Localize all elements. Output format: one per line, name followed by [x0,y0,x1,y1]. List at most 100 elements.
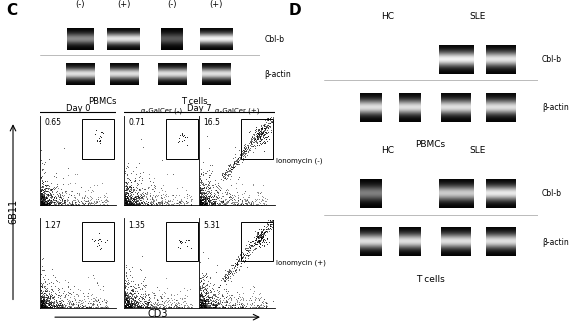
Point [123,187,132,192]
Point [221,200,230,205]
Point [57,202,66,207]
Point [43,200,53,205]
Point [238,255,247,260]
Point [143,186,152,191]
Point [198,198,207,203]
Point [127,303,136,308]
Point [255,304,264,309]
Point [209,302,218,307]
Point [153,284,162,290]
Point [160,194,169,199]
Point [198,293,208,299]
Point [36,202,46,207]
Point [125,202,135,207]
Point [121,198,131,204]
Point [258,232,268,237]
Point [121,305,130,310]
Point [198,304,208,309]
Point [197,304,206,309]
Point [79,195,88,201]
Point [147,202,157,207]
Point [262,138,271,143]
Point [127,187,136,192]
Point [144,305,153,310]
Point [40,201,50,206]
Point [197,196,206,201]
Point [123,299,132,304]
Point [254,226,264,231]
Point [37,282,46,287]
Point [249,239,258,244]
Point [175,200,184,205]
Point [223,200,232,205]
Point [222,200,231,205]
Point [124,266,134,271]
Point [202,302,212,307]
Point [46,290,55,295]
Point [40,189,49,195]
Point [123,193,132,198]
Point [43,296,52,301]
Point [94,298,103,303]
Point [58,298,68,303]
Point [39,300,48,306]
Point [91,201,100,206]
Point [50,275,60,280]
Point [42,286,51,291]
Point [197,185,206,190]
Point [44,191,53,196]
Point [195,301,205,306]
Point [40,305,50,310]
Point [240,251,250,256]
Point [143,299,152,305]
Point [61,302,70,308]
Point [265,116,274,121]
Point [122,298,131,303]
Point [200,196,209,201]
Point [43,304,53,309]
Point [187,246,196,251]
Point [145,200,154,205]
Point [55,201,64,206]
Point [144,294,154,299]
Point [197,197,206,202]
Point [198,189,207,195]
Point [157,202,166,207]
Point [228,199,238,204]
Point [45,183,54,188]
Point [221,278,230,283]
Point [43,276,53,282]
Point [43,192,53,197]
Point [45,301,54,306]
Point [234,202,243,207]
Point [223,173,232,178]
Point [249,284,258,290]
Point [123,291,132,296]
Point [38,285,47,290]
Point [139,192,148,197]
Point [84,305,94,310]
Point [40,201,50,206]
Point [203,297,213,302]
Point [36,288,46,293]
Point [122,179,131,184]
Point [42,186,51,191]
Point [226,270,235,275]
Point [66,192,76,197]
Point [39,196,48,202]
Point [176,196,185,201]
Point [125,198,135,204]
Point [201,305,210,310]
Point [262,301,271,306]
Text: 0.65: 0.65 [44,118,61,127]
Point [130,199,139,204]
Point [176,199,185,204]
Point [43,202,52,207]
Point [138,302,147,307]
Point [36,298,46,303]
Point [102,194,112,199]
Point [254,240,264,245]
Point [168,193,177,198]
Point [206,198,215,203]
Point [258,228,267,233]
